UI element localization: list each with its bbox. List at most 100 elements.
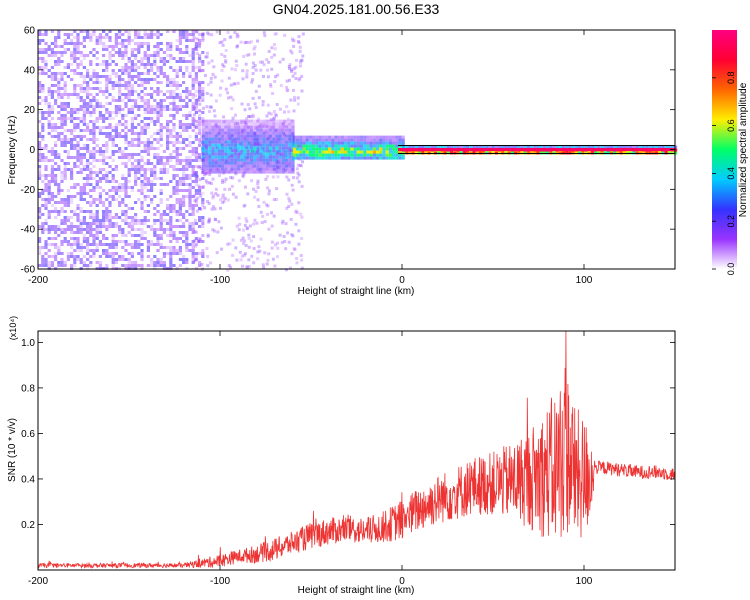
spectrogram-cell bbox=[211, 125, 215, 129]
spectrogram-cell bbox=[44, 99, 48, 102]
spectrogram-cell bbox=[300, 146, 304, 150]
spectrogram-cell bbox=[121, 54, 125, 57]
spectrogram-cell bbox=[284, 222, 288, 226]
spectrogram-cell bbox=[130, 123, 134, 126]
spectrogram-cell bbox=[188, 99, 192, 102]
spectrogram-cell bbox=[324, 135, 328, 139]
spectrogram-cell bbox=[108, 123, 112, 126]
spectrogram-cell bbox=[291, 164, 295, 168]
spectrogram-cell bbox=[262, 200, 266, 204]
spectrogram-cell bbox=[82, 210, 86, 213]
spectrogram-cell bbox=[222, 171, 226, 175]
spectrogram-cell bbox=[54, 75, 58, 78]
spectrogram-cell bbox=[82, 111, 86, 114]
spectrogram-cell bbox=[150, 30, 154, 33]
spectrogram-cell bbox=[127, 75, 131, 78]
spectrogram-cell bbox=[237, 128, 241, 132]
spectrogram-cell bbox=[76, 42, 80, 45]
spectrogram-cell bbox=[118, 216, 122, 219]
spectrogram-cell bbox=[185, 51, 189, 54]
spectrogram-cell bbox=[169, 132, 173, 135]
spectrogram-cell bbox=[44, 198, 48, 201]
spectrogram-cell bbox=[267, 60, 271, 64]
spectrogram-cell bbox=[38, 144, 42, 147]
spectrogram-cell bbox=[299, 141, 303, 145]
spectrogram-cell bbox=[130, 243, 134, 246]
spectrogram-cell bbox=[137, 165, 141, 168]
spectrogram-cell bbox=[108, 75, 112, 78]
spectrogram-cell bbox=[262, 170, 266, 174]
spectrogram-cell bbox=[92, 81, 96, 84]
spectrogram-cell bbox=[246, 146, 250, 150]
spectrogram-cell bbox=[243, 125, 247, 129]
spectrogram-cell bbox=[198, 117, 202, 120]
spectrogram-cell bbox=[353, 156, 357, 160]
spectrogram-cell bbox=[211, 128, 215, 132]
spectrogram-cell bbox=[105, 84, 109, 87]
spectrogram-cell bbox=[127, 186, 131, 189]
spectrogram-cell bbox=[227, 146, 231, 150]
spectrogram-cell bbox=[137, 84, 141, 87]
spectrogram-cell bbox=[156, 75, 160, 78]
spectrogram-cell bbox=[150, 141, 154, 144]
spectrogram-cell bbox=[245, 226, 249, 230]
spectrogram-cell bbox=[356, 156, 360, 160]
spectrogram-cell bbox=[130, 261, 134, 264]
spectrogram-cell bbox=[57, 72, 61, 75]
spectrogram-cell bbox=[92, 177, 96, 180]
spectrogram-cell bbox=[162, 72, 166, 75]
spectrogram-cell bbox=[243, 119, 247, 123]
spectrogram-cell bbox=[156, 93, 160, 96]
spectrogram-cell bbox=[89, 39, 93, 42]
spectrogram-cell bbox=[134, 240, 138, 243]
spectrogram-cell bbox=[246, 164, 250, 168]
spectrogram-cell bbox=[290, 252, 294, 256]
spectrogram-cell bbox=[95, 99, 99, 102]
spectrogram-cell bbox=[293, 248, 297, 252]
spectrogram-cell bbox=[198, 192, 202, 195]
spectrogram-cell bbox=[124, 105, 128, 108]
spectrogram-cell bbox=[140, 99, 144, 102]
spectrogram-cell bbox=[66, 96, 70, 99]
spectrogram-cell bbox=[216, 230, 220, 234]
spectrogram-cell bbox=[41, 189, 45, 192]
spectrogram-cell bbox=[95, 246, 99, 249]
spectrogram-cell bbox=[188, 135, 192, 138]
spectrogram-cell bbox=[159, 171, 163, 174]
spectrogram-cell bbox=[308, 138, 312, 142]
spectrogram-cell bbox=[38, 30, 42, 33]
spectrogram-cell bbox=[214, 124, 218, 127]
spectrogram-cell bbox=[76, 72, 80, 75]
spectrogram-cell bbox=[76, 204, 80, 207]
spectrogram-cell bbox=[76, 48, 80, 51]
spectrogram-cell bbox=[70, 129, 74, 132]
spectrogram-cell bbox=[253, 164, 257, 168]
spectrogram-cell bbox=[191, 63, 195, 66]
spectrogram-cell bbox=[231, 116, 235, 120]
spectrogram-cell bbox=[41, 222, 45, 225]
spectrogram-cell bbox=[221, 152, 225, 156]
spectrogram-cell bbox=[114, 132, 118, 135]
spectrogram-cell bbox=[140, 201, 144, 204]
spectrogram-cell bbox=[285, 85, 289, 89]
spectrogram-cell bbox=[159, 102, 163, 105]
spectrogram-cell bbox=[76, 183, 80, 186]
spectrogram-cell bbox=[143, 171, 147, 174]
spectrogram-cell bbox=[108, 132, 112, 135]
spectrogram-cell bbox=[312, 150, 316, 154]
spectrogram-cell bbox=[276, 175, 280, 179]
spectrogram-cell bbox=[246, 265, 249, 269]
colorbar-tick-label: 0.4 bbox=[726, 167, 736, 180]
spectrogram-cell bbox=[124, 180, 128, 183]
spectrogram-cell bbox=[290, 202, 294, 206]
spectrogram-cell bbox=[54, 54, 58, 57]
spectrogram-cell bbox=[143, 57, 147, 60]
spectrogram-cell bbox=[253, 102, 257, 106]
spectrogram-cell bbox=[137, 246, 141, 249]
spectrogram-cell bbox=[293, 71, 297, 75]
spectrogram-cell bbox=[222, 120, 226, 124]
spectrogram-cell bbox=[209, 168, 213, 172]
spectrogram-cell bbox=[146, 54, 150, 57]
spectrogram-cell bbox=[253, 119, 257, 123]
spectrogram-cell bbox=[114, 168, 118, 171]
